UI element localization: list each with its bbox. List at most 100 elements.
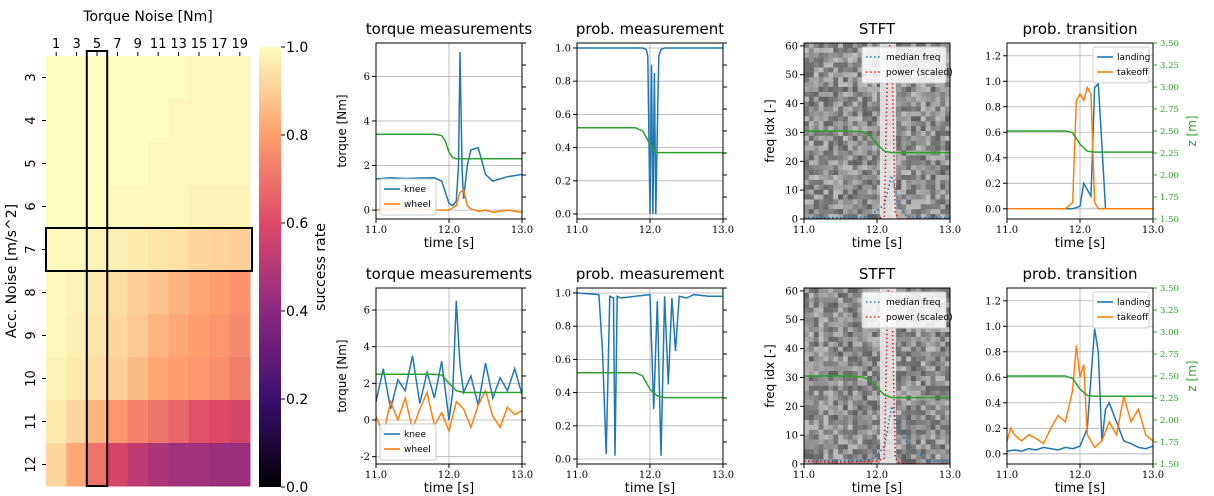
stft-cell — [818, 57, 824, 63]
stft-cell — [906, 209, 912, 215]
stft-cell — [847, 194, 854, 200]
stft-cell — [808, 459, 815, 464]
stft-cell — [847, 429, 854, 436]
stft-cell — [823, 214, 829, 219]
stft-cell — [867, 288, 873, 294]
stft-cell — [823, 150, 829, 156]
stft-cell — [930, 116, 936, 122]
stft-cell — [828, 366, 834, 372]
stft-cell — [852, 302, 858, 308]
stft-cell — [833, 380, 839, 387]
stft-cell — [857, 380, 863, 387]
stft-cell — [940, 376, 946, 382]
stft-cell — [823, 385, 829, 392]
stft-cell — [823, 179, 829, 186]
stft-cell — [833, 57, 839, 63]
stft-cell — [930, 424, 936, 431]
stft-cell — [930, 459, 936, 464]
stft-cell — [935, 390, 941, 396]
stft-cell — [920, 111, 927, 117]
stft-cell — [945, 292, 950, 299]
stft-cell — [833, 366, 839, 372]
stft-cell — [901, 96, 907, 103]
stft-cell — [901, 91, 907, 98]
stft-cell — [808, 390, 815, 396]
stft-cell — [818, 175, 824, 181]
stft-cell — [925, 214, 931, 219]
stft-cell — [911, 454, 917, 460]
stft-cell — [838, 150, 844, 156]
stft-cell — [930, 449, 936, 455]
stft-cell — [823, 111, 829, 117]
stft-cell — [862, 356, 868, 362]
stft-cell — [808, 297, 815, 304]
stft-cell — [833, 361, 839, 367]
stft-cell — [857, 199, 863, 205]
stft-cell — [818, 199, 824, 205]
stft-cell — [925, 179, 931, 186]
stft-cell — [945, 111, 950, 117]
y-tick-label: 30 — [785, 373, 798, 384]
stft-cell — [940, 429, 946, 436]
stft-cell — [838, 405, 844, 411]
heatmap-y-tick-label: 3 — [24, 73, 39, 81]
panel-8: 11.0 12.0 13.00.00.20.40.60.81.01.21.501.7… — [985, 265, 1199, 496]
stft-cell — [813, 189, 819, 195]
stft-cell — [930, 43, 936, 49]
stft-cell — [901, 449, 907, 455]
y-tick-label: 0.6 — [985, 128, 1001, 139]
stft-cell — [925, 380, 931, 387]
stft-cell — [867, 380, 873, 387]
stft-cell — [847, 327, 854, 333]
heatmap-y-tick-label: 4 — [24, 116, 39, 124]
stft-cell — [915, 415, 922, 421]
stft-cell — [823, 376, 829, 382]
stft-cell — [915, 346, 922, 352]
stft-cell — [833, 434, 839, 440]
stft-cell — [847, 179, 854, 186]
stft-cell — [833, 415, 839, 421]
stft-cell — [847, 52, 854, 59]
heatmap-cell — [107, 56, 129, 100]
stft-cell — [813, 111, 819, 117]
stft-cell — [823, 106, 829, 112]
stft-cell — [838, 179, 844, 186]
stft-cell — [872, 106, 878, 112]
stft-cell — [842, 106, 849, 112]
stft-cell — [872, 327, 878, 333]
stft-cell — [818, 424, 824, 431]
stft-cell — [925, 424, 931, 431]
stft-cell — [915, 160, 922, 166]
stft-cell — [877, 444, 883, 450]
stft-cell — [920, 376, 927, 382]
stft-cell — [838, 400, 844, 406]
stft-cell — [804, 454, 810, 460]
stft-cell — [896, 380, 902, 387]
stft-cell — [847, 297, 854, 304]
stft-cell — [901, 341, 907, 348]
stft-cell — [935, 380, 941, 387]
stft-cell — [857, 96, 863, 103]
stft-cell — [920, 288, 927, 294]
stft-cell — [823, 395, 829, 401]
stft-cell — [896, 155, 902, 161]
stft-cell — [823, 454, 829, 460]
y-tick-label: 20 — [785, 402, 798, 413]
stft-cell — [808, 189, 815, 195]
stft-cell — [901, 327, 907, 333]
stft-cell — [877, 341, 883, 348]
stft-cell — [915, 43, 922, 49]
stft-cell — [945, 454, 950, 460]
stft-cell — [925, 434, 931, 440]
stft-cell — [804, 87, 810, 93]
stft-cell — [804, 317, 810, 323]
stft-cell — [872, 434, 878, 440]
stft-cell — [833, 297, 839, 304]
stft-cell — [925, 194, 931, 200]
stft-cell — [920, 135, 927, 142]
stft-cell — [935, 288, 941, 294]
stft-cell — [804, 336, 810, 343]
stft-cell — [940, 204, 946, 210]
